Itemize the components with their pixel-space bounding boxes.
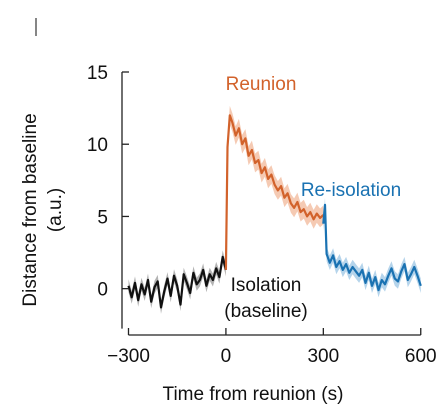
x-tick-label: 600 <box>405 346 437 367</box>
band-isolation-baseline <box>128 250 226 314</box>
y-tick-label: 0 <box>97 280 108 301</box>
x-tick-label: 0 <box>221 346 232 367</box>
series-label-baseline: (baseline) <box>224 301 307 322</box>
band-re-isolation <box>323 197 421 298</box>
series-label-reunion: Reunion <box>226 74 297 95</box>
x-axis-title: Time from reunion (s) <box>163 384 344 405</box>
series-lines <box>127 114 422 309</box>
x-tick-label: −300 <box>107 346 150 367</box>
series-label-isolation: Isolation <box>231 275 302 296</box>
axis-labels: Time from reunion (s) Distance from base… <box>20 113 343 405</box>
axes: 0 5 10 15 −300 0 300 600 <box>87 63 437 367</box>
band-reunion <box>225 105 324 280</box>
line-reunion <box>224 114 325 270</box>
y-axis-unit: (a.u.) <box>45 188 66 232</box>
line-isolation-baseline <box>127 255 227 309</box>
y-tick-label: 15 <box>87 63 108 84</box>
y-axis-title: Distance from baseline <box>20 113 41 306</box>
y-tick-label: 5 <box>97 207 108 228</box>
y-tick-label: 10 <box>87 135 108 156</box>
series-label-re-isolation: Re-isolation <box>301 180 401 201</box>
x-tick-label: 300 <box>307 346 339 367</box>
series-annotations: Reunion Re-isolation Isolation (baseline… <box>224 74 401 322</box>
line-re-isolation <box>322 203 422 292</box>
